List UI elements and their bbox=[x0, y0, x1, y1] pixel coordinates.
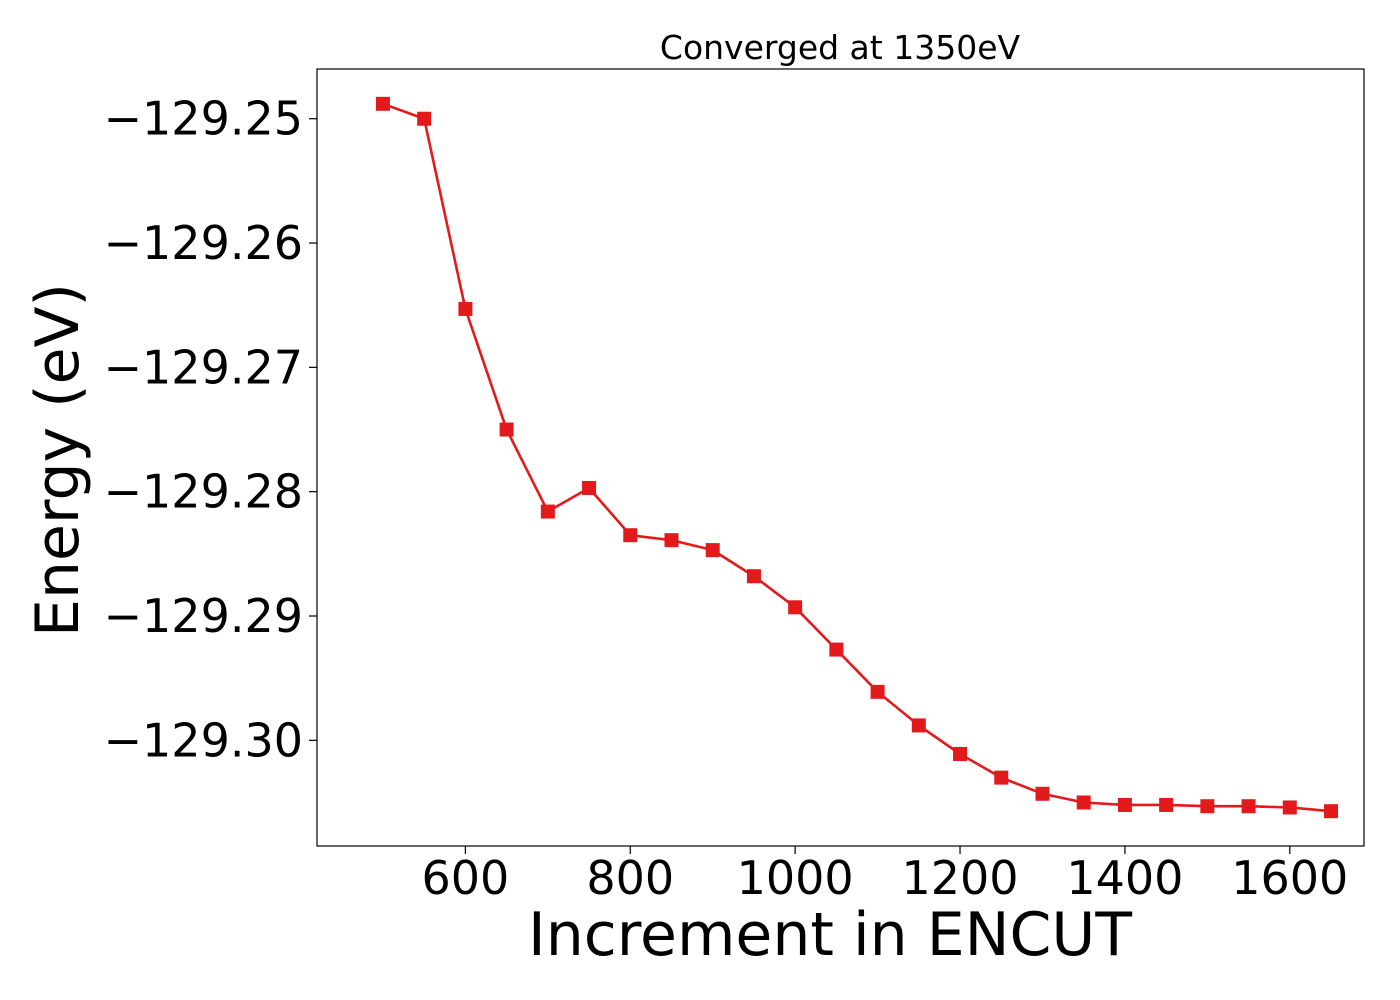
data-point-marker bbox=[911, 718, 926, 733]
data-point-marker bbox=[1159, 797, 1174, 812]
data-point-marker bbox=[664, 533, 679, 548]
x-axis-ticks: 600 800 1000 1200 1400 1600 bbox=[421, 846, 1348, 905]
data-point-marker bbox=[1117, 797, 1132, 812]
data-point-marker bbox=[1076, 795, 1091, 810]
x-tick-label: 1400 bbox=[1066, 851, 1183, 905]
plot-area-frame bbox=[316, 68, 1365, 847]
y-tick-label: −129.27 bbox=[104, 340, 304, 394]
x-tick-label: 1000 bbox=[737, 851, 854, 905]
x-tick-label: 600 bbox=[421, 851, 509, 905]
y-tick-label: −129.25 bbox=[104, 92, 304, 146]
x-tick-label: 800 bbox=[586, 851, 674, 905]
y-tick-label: −129.28 bbox=[104, 465, 304, 519]
series-layer bbox=[375, 96, 1339, 819]
data-point-marker bbox=[458, 301, 473, 316]
y-axis-ticks: −129.25 −129.26 −129.27 −129.28 −129.29 −129.… bbox=[104, 92, 317, 767]
data-point-marker bbox=[1035, 786, 1050, 801]
data-point-marker bbox=[623, 528, 638, 543]
data-point-marker bbox=[582, 480, 597, 495]
data-point-marker bbox=[953, 747, 968, 762]
x-tick-label: 1600 bbox=[1231, 851, 1348, 905]
data-point-marker bbox=[994, 770, 1009, 785]
data-point-marker bbox=[870, 684, 885, 699]
data-point-marker bbox=[746, 569, 761, 584]
data-point-marker bbox=[1241, 799, 1256, 814]
data-point-marker bbox=[829, 642, 844, 657]
chart-title: Converged at 1350eV bbox=[660, 28, 1021, 67]
x-axis-label: Increment in ENCUT bbox=[528, 900, 1132, 970]
data-point-marker bbox=[499, 422, 514, 437]
data-point-marker bbox=[1282, 800, 1297, 815]
y-axis-label: Energy (eV) bbox=[23, 283, 93, 637]
data-point-marker bbox=[1200, 799, 1215, 814]
data-point-marker bbox=[788, 600, 803, 615]
data-point-marker bbox=[540, 504, 555, 519]
data-point-marker bbox=[1324, 804, 1339, 819]
data-point-marker bbox=[705, 543, 720, 558]
series-line bbox=[382, 102, 1332, 813]
x-tick-label: 1200 bbox=[902, 851, 1019, 905]
y-tick-label: −129.29 bbox=[104, 589, 304, 643]
data-point-marker bbox=[375, 96, 390, 111]
y-tick-label: −129.26 bbox=[104, 216, 304, 270]
y-tick-label: −129.30 bbox=[104, 713, 304, 767]
data-point-marker bbox=[417, 111, 432, 126]
